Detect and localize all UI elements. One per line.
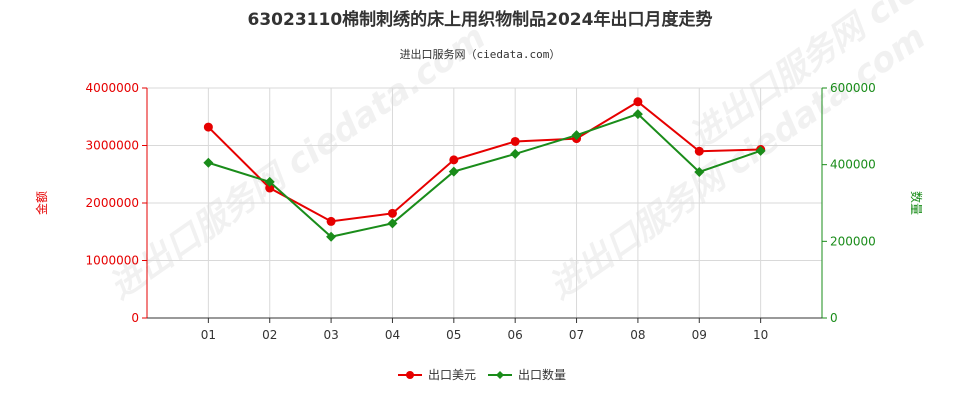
left-axis-label: 金额 (34, 191, 49, 215)
left-tick-label: 1000000 (86, 254, 139, 268)
data-point-quantity (694, 166, 705, 177)
right-tick-label: 0 (830, 311, 838, 325)
data-point-amount (694, 146, 704, 156)
data-point-amount (265, 183, 275, 193)
data-point-quantity (755, 145, 766, 156)
x-tick-label: 03 (323, 328, 338, 342)
data-point-quantity (387, 218, 398, 229)
x-axis-ticks: 01 02 03 04 05 06 07 08 09 10 (201, 318, 768, 342)
data-point-amount (203, 122, 213, 132)
data-point-quantity (264, 176, 275, 187)
watermark-layer: 进出口服务网 ciedata.com 进出口服务网 ciedata.com进出口服… (102, 0, 960, 307)
data-point-quantity (632, 109, 643, 120)
left-tick-label: 2000000 (86, 196, 139, 210)
right-tick-label: 200000 (830, 234, 876, 248)
right-tick-label: 400000 (830, 158, 876, 172)
chart-subtitle: 进出口服务网（ciedata.com） (400, 47, 561, 61)
data-point-quantity (326, 231, 337, 242)
data-point-quantity (203, 157, 214, 168)
x-tick-label: 04 (385, 328, 400, 342)
grid-lines (147, 87, 822, 319)
right-axis-label: 数量 (909, 191, 924, 215)
data-point-amount (510, 136, 520, 146)
data-point-amount (387, 208, 397, 218)
legend: 出口美元 出口数量 (398, 367, 566, 382)
legend-label: 出口美元 (428, 368, 476, 382)
legend-label: 出口数量 (518, 367, 566, 382)
right-axis-ticks: 0 200000 400000 600000 (822, 81, 876, 325)
x-tick-label: 05 (446, 328, 461, 342)
series-line-amount (207, 100, 761, 223)
x-tick-label: 08 (630, 328, 645, 342)
series-line-quantity (208, 112, 761, 238)
data-point-quantity (510, 148, 521, 159)
x-tick-label: 09 (692, 328, 707, 342)
data-point-amount (326, 216, 336, 226)
left-tick-label: 3000000 (86, 139, 139, 153)
legend-marker (406, 371, 414, 379)
data-point-amount (633, 97, 643, 107)
chart-title: 63023110棉制刺绣的床上用织物制品2024年出口月度走势 (248, 9, 713, 30)
left-axis-ticks: 0 1000000 2000000 3000000 4000000 (86, 81, 147, 325)
x-tick-label: 10 (753, 328, 768, 342)
data-point-quantity (448, 166, 459, 177)
data-point-quantity (571, 130, 582, 141)
x-tick-label: 06 (508, 328, 523, 342)
legend-marker (496, 371, 504, 379)
left-tick-label: 4000000 (86, 81, 139, 95)
series-layer (203, 97, 766, 242)
x-tick-label: 02 (262, 328, 277, 342)
data-point-amount (449, 155, 459, 165)
right-tick-label: 600000 (830, 81, 876, 95)
left-tick-label: 0 (131, 311, 139, 325)
x-tick-label: 01 (201, 328, 216, 342)
x-tick-label: 07 (569, 328, 584, 342)
